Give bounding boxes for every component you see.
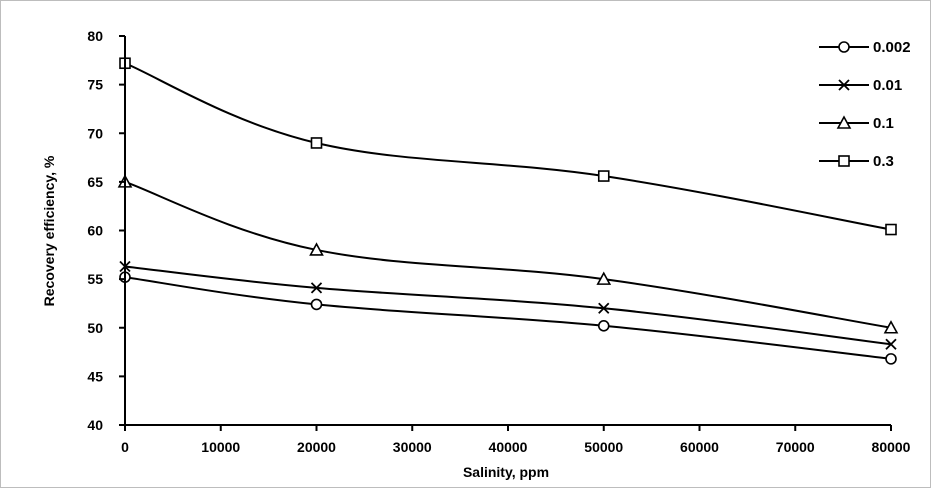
data-point-0.3 [885,223,897,236]
legend-marker-0.01 [838,79,850,91]
axes-group [124,36,891,426]
series-line-0.01 [124,265,892,346]
y-tick-label: 65 [87,174,103,190]
x-tick-label: 10000 [201,439,240,455]
series-line-0.3 [124,62,892,231]
y-tick-label: 70 [87,125,103,141]
data-point-0.1 [596,271,612,285]
data-point-0.1 [309,242,324,256]
legend-marker-0.1 [836,115,852,129]
x-tick-label: 30000 [393,439,432,455]
x-tick-label: 40000 [489,439,528,455]
legend-label: 0.002 [873,39,911,56]
x-tick-label: 20000 [297,439,336,455]
x-tick-label: 50000 [584,439,623,455]
y-axis-title: Recovery efficiency, % [41,155,57,306]
legend-label: 0.01 [873,77,902,94]
y-tick-label: 55 [87,271,103,287]
data-point-0.3 [310,137,323,149]
ticks-group: 0 10000 20000 30000 40000 50000 60000 70000 8000… [87,28,910,455]
x-tick-label: 60000 [680,439,719,455]
data-point-0.01 [310,282,323,294]
data-point-0.002 [885,353,897,365]
legend-marker-0.002 [838,41,850,53]
x-tick-label: 80000 [872,439,911,455]
data-point-0.002 [310,298,323,311]
legend-label: 0.1 [873,115,894,132]
legend-label: 0.3 [873,153,894,170]
legend: 0.002 0.01 0.1 0.3 [819,39,911,170]
series-line-0.002 [124,276,892,360]
legend-marker-0.3 [838,155,850,167]
data-point-0.3 [597,170,610,182]
data-point-0.01 [598,302,610,314]
data-point-0.1 [883,320,899,334]
y-tick-label: 40 [87,417,103,433]
y-tick-label: 80 [87,28,103,44]
x-axis-title: Salinity, ppm [463,464,549,480]
data-point-0.01 [885,338,897,350]
x-tick-label: 70000 [776,439,815,455]
y-tick-label: 50 [87,320,103,336]
series-line-0.1 [124,180,892,329]
x-tick-label: 0 [121,439,129,455]
data-point-0.002 [597,320,610,332]
y-tick-label: 75 [87,77,103,93]
y-tick-label: 60 [87,223,103,239]
y-tick-label: 45 [87,368,103,384]
series-group [117,57,899,365]
